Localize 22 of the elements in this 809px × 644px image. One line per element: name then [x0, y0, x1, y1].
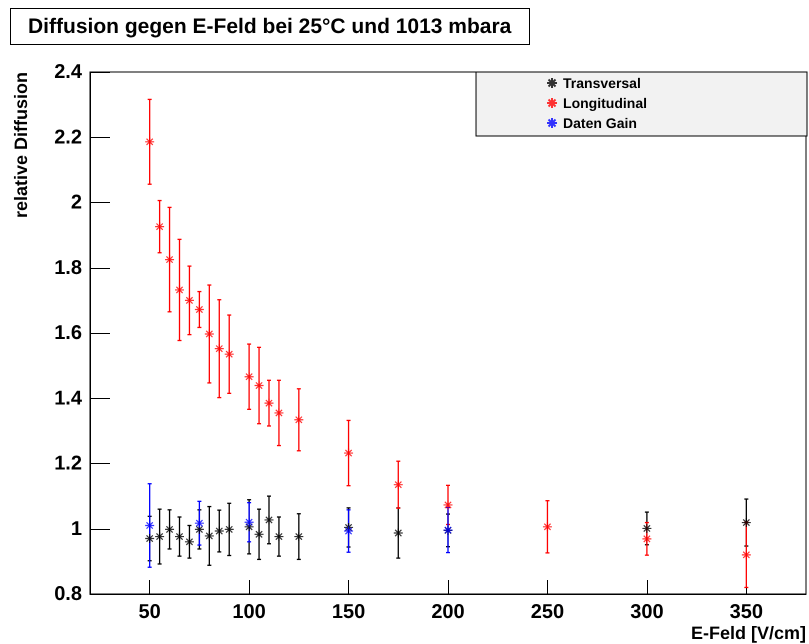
y-tick-label: 2: [70, 192, 82, 214]
y-tick-label: 2.2: [54, 126, 82, 148]
x-tick-label: 200: [431, 601, 465, 623]
chart-title: Diffusion gegen E-Feld bei 25°C und 1013 mbara: [28, 15, 512, 38]
y-tick-label: 1.8: [54, 256, 82, 279]
x-tick-label: 50: [138, 601, 161, 623]
y-tick-label: 1.4: [54, 387, 83, 410]
y-tick-label: 1.2: [54, 452, 82, 474]
x-tick-label: 150: [332, 601, 366, 623]
y-tick-label: 0.8: [54, 583, 82, 605]
y-tick-label: 1.6: [54, 322, 82, 344]
x-tick-label: 250: [530, 601, 564, 623]
y-axis-title: relative Diffusion: [11, 72, 31, 218]
legend-label: Daten Gain: [563, 115, 637, 131]
legend-label: Longitudinal: [563, 95, 648, 111]
legend-label: Transversal: [563, 75, 641, 91]
y-tick-label: 1: [70, 518, 82, 540]
y-tick-label: 2.4: [54, 61, 83, 83]
x-tick-label: 100: [232, 601, 266, 623]
x-axis-title: E-Feld [V/cm]: [690, 623, 806, 643]
x-tick-label: 300: [630, 601, 664, 623]
x-tick-label: 350: [730, 601, 764, 623]
